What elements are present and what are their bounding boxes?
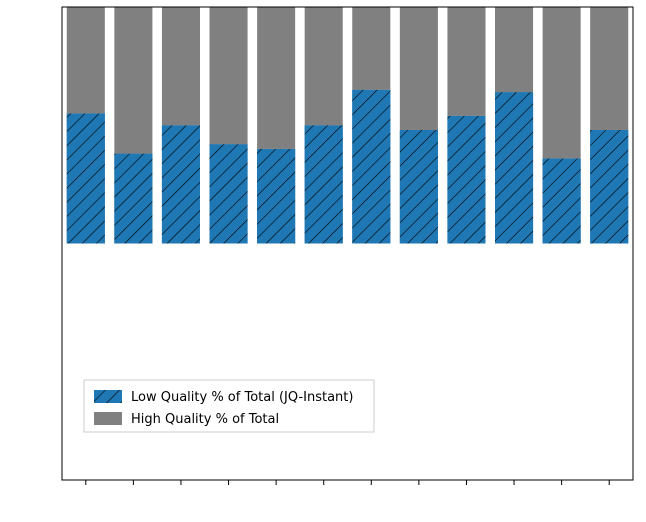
bar-high <box>210 7 248 144</box>
bar-low-hatch <box>162 125 200 243</box>
bar-low-hatch <box>352 90 390 244</box>
bar-low-hatch <box>305 125 343 243</box>
legend-label-low: Low Quality % of Total (JQ-Instant) <box>131 390 353 405</box>
bar-high <box>114 7 152 154</box>
bar-low-hatch <box>210 144 248 243</box>
bar-low-hatch <box>400 130 438 244</box>
bar-high <box>257 7 295 149</box>
bar-high <box>305 7 343 125</box>
x-ticks <box>86 480 609 485</box>
chart-viewport: Low Quality % of Total (JQ-Instant) High … <box>0 0 646 522</box>
bar-high <box>162 7 200 125</box>
bar-low-hatch <box>114 154 152 244</box>
bar-low-hatch <box>447 116 485 244</box>
legend-label-high: High Quality % of Total <box>131 412 279 427</box>
bar-low-hatch <box>257 149 295 244</box>
bar-high <box>67 7 105 113</box>
bars-group <box>67 7 628 244</box>
bar-high <box>400 7 438 130</box>
bar-low-hatch <box>590 130 628 244</box>
bar-high <box>543 7 581 158</box>
bar-low-hatch <box>495 92 533 243</box>
stacked-bar-chart: Low Quality % of Total (JQ-Instant) High … <box>0 0 646 522</box>
bar-high <box>495 7 533 92</box>
legend-swatch-high <box>94 412 122 425</box>
legend: Low Quality % of Total (JQ-Instant) High … <box>84 380 374 432</box>
bar-low-hatch <box>67 113 105 243</box>
bar-high <box>447 7 485 116</box>
legend-swatch-low-hatch <box>94 390 122 403</box>
bar-low-hatch <box>543 158 581 243</box>
bar-high <box>590 7 628 130</box>
bar-high <box>352 7 390 90</box>
